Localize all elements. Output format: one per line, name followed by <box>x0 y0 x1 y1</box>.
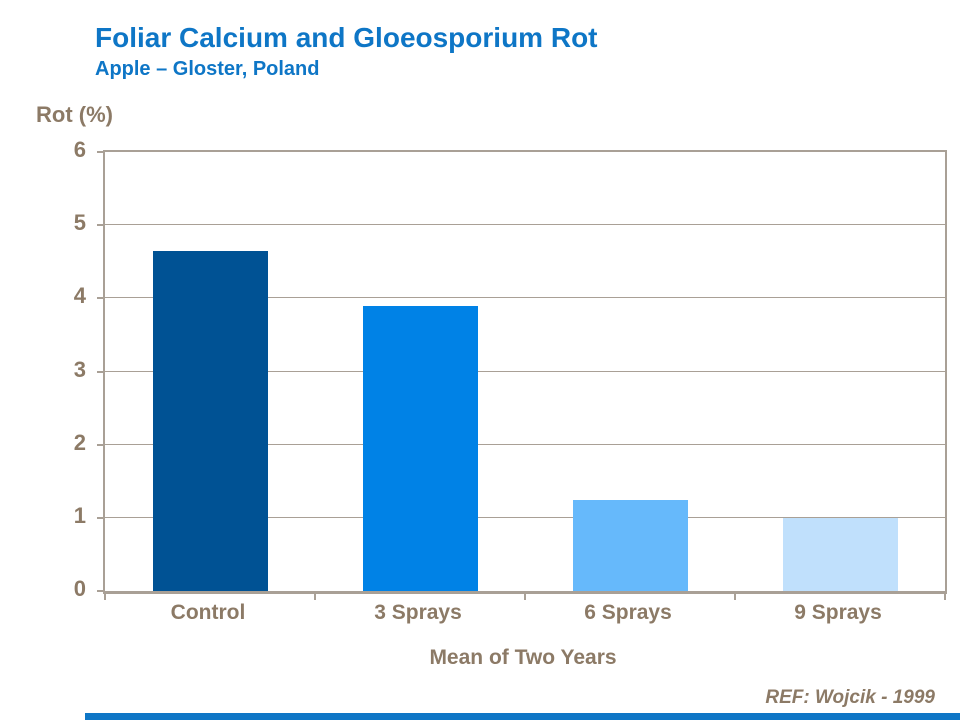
y-tick-label-6: 6 <box>73 137 86 162</box>
y-axis-tick <box>97 370 103 373</box>
bar-6-sprays <box>572 499 688 591</box>
y-axis-tick <box>97 590 103 592</box>
gridline-y-1 <box>105 516 945 518</box>
x-category-label-6-sprays: 6 Sprays <box>584 601 672 624</box>
y-tick-label-0: 0 <box>73 576 86 601</box>
reference-note: REF: Wojcik - 1999 <box>765 687 935 708</box>
y-axis-tick <box>97 297 103 300</box>
gridline-y-5 <box>105 224 945 226</box>
bar-3-sprays <box>362 305 478 591</box>
x-axis-tick <box>944 594 946 600</box>
y-tick-label-5: 5 <box>73 210 86 236</box>
x-axis-title: Mean of Two Years <box>429 646 617 669</box>
chart-title: Foliar Calcium and Gloeosporium Rot <box>95 22 598 53</box>
footer-accent-bar <box>85 713 960 720</box>
y-axis-tick <box>97 516 103 519</box>
y-tick-label-1: 1 <box>73 502 86 528</box>
plot-area <box>97 150 947 600</box>
y-tick-label-2: 2 <box>73 429 86 455</box>
y-tick-label-3: 3 <box>73 356 86 382</box>
x-axis-tick <box>734 594 736 600</box>
x-axis-tick <box>104 594 106 600</box>
y-axis-tick <box>97 151 103 153</box>
y-axis-tick <box>97 224 103 227</box>
bar-9-sprays <box>782 517 898 591</box>
gridline-y-3 <box>105 370 945 372</box>
y-axis-tick <box>97 443 103 446</box>
chart-subtitle: Apple – Gloster, Poland <box>95 58 320 80</box>
x-category-label-3-sprays: 3 Sprays <box>374 601 462 624</box>
x-axis-tick <box>524 594 526 600</box>
y-axis-title: Rot (%) <box>36 102 113 127</box>
x-axis-tick <box>314 594 316 600</box>
gridline-y-2 <box>105 443 945 445</box>
y-tick-label-4: 4 <box>73 283 86 309</box>
gridline-y-4 <box>105 297 945 299</box>
x-category-label-9-sprays: 9 Sprays <box>794 601 882 624</box>
x-category-label-control: Control <box>170 601 246 624</box>
bar-control <box>152 250 268 591</box>
